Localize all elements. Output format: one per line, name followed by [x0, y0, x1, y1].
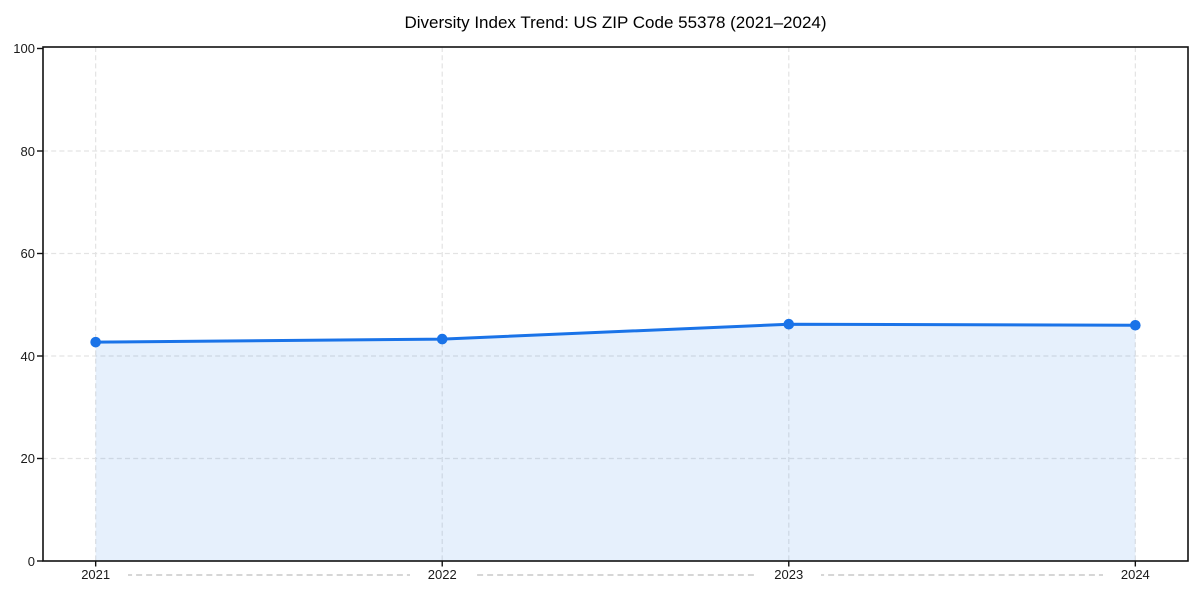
- y-tick-label: 0: [27, 553, 35, 569]
- plot-area: [37, 46, 1189, 567]
- x-tick-label: 2023: [756, 567, 821, 583]
- line-chart-svg: [37, 46, 1189, 567]
- axis-frame: [42, 46, 1189, 562]
- chart-title: Diversity Index Trend: US ZIP Code 55378…: [404, 13, 827, 32]
- x-tick-label: 2024: [1103, 567, 1168, 583]
- data-point-marker: [783, 318, 795, 330]
- x-tick-label: 2021: [63, 567, 128, 583]
- baseline-dashed-line: [95, 574, 1136, 576]
- y-tick-label: 20: [20, 451, 35, 466]
- x-tick-label: 2022: [410, 567, 475, 583]
- data-point-marker: [1130, 319, 1141, 331]
- data-point-marker: [436, 333, 448, 345]
- y-tick-label: 40: [20, 348, 35, 364]
- data-point-marker: [90, 336, 101, 348]
- trend-line: [94, 322, 1137, 344]
- y-tick-label: 100: [13, 41, 35, 56]
- y-tick-label: 60: [20, 246, 35, 261]
- area-fill: [95, 324, 1136, 561]
- y-tick-label: 80: [20, 143, 35, 159]
